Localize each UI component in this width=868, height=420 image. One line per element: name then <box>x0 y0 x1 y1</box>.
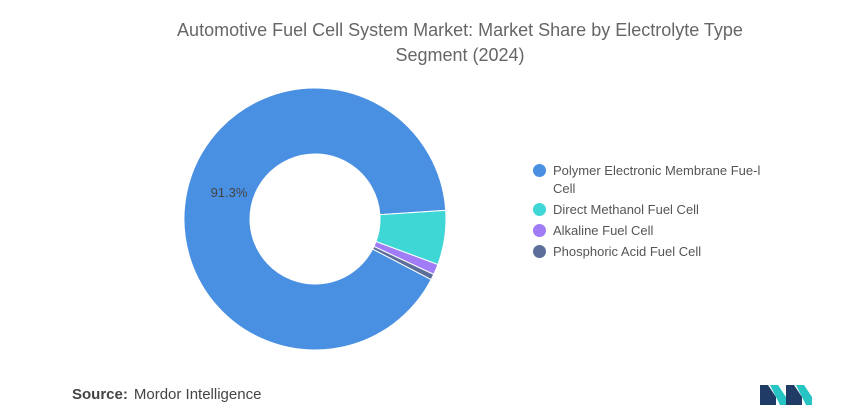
legend-label: Alkaline Fuel Cell <box>553 223 654 238</box>
legend-swatch <box>533 245 546 258</box>
legend-label: Direct Methanol Fuel Cell <box>553 202 699 217</box>
donut-slice-polymer-electronic-membrane-fuel-cell <box>183 87 447 351</box>
legend-swatch <box>533 203 546 216</box>
legend-item: Direct Methanol Fuel Cell <box>533 201 773 219</box>
mordor-intelligence-logo-icon <box>760 381 812 410</box>
legend-swatch <box>533 164 546 177</box>
legend-label: Phosphoric Acid Fuel Cell <box>553 244 702 259</box>
legend-item: Alkaline Fuel Cell <box>533 222 773 240</box>
legend-swatch <box>533 224 546 237</box>
legend-label: Polymer Electronic Membrane Fue-l Cell <box>553 163 761 196</box>
donut-slice-phosphoric-acid-fuel-cell <box>371 245 435 281</box>
data-label: 91.3% <box>211 185 248 200</box>
source-line: Source: Mordor Intelligence <box>72 386 261 403</box>
legend-item: Polymer Electronic Membrane Fue-l Cell <box>533 162 773 198</box>
source-text: Mordor Intelligence <box>133 386 262 403</box>
chart-title: Automotive Fuel Cell System Market: Mark… <box>177 20 743 65</box>
legend-item: Phosphoric Acid Fuel Cell <box>533 243 773 261</box>
source-label: Source: <box>72 386 128 403</box>
legend: Polymer Electronic Membrane Fue-l Cell Di… <box>533 162 773 264</box>
